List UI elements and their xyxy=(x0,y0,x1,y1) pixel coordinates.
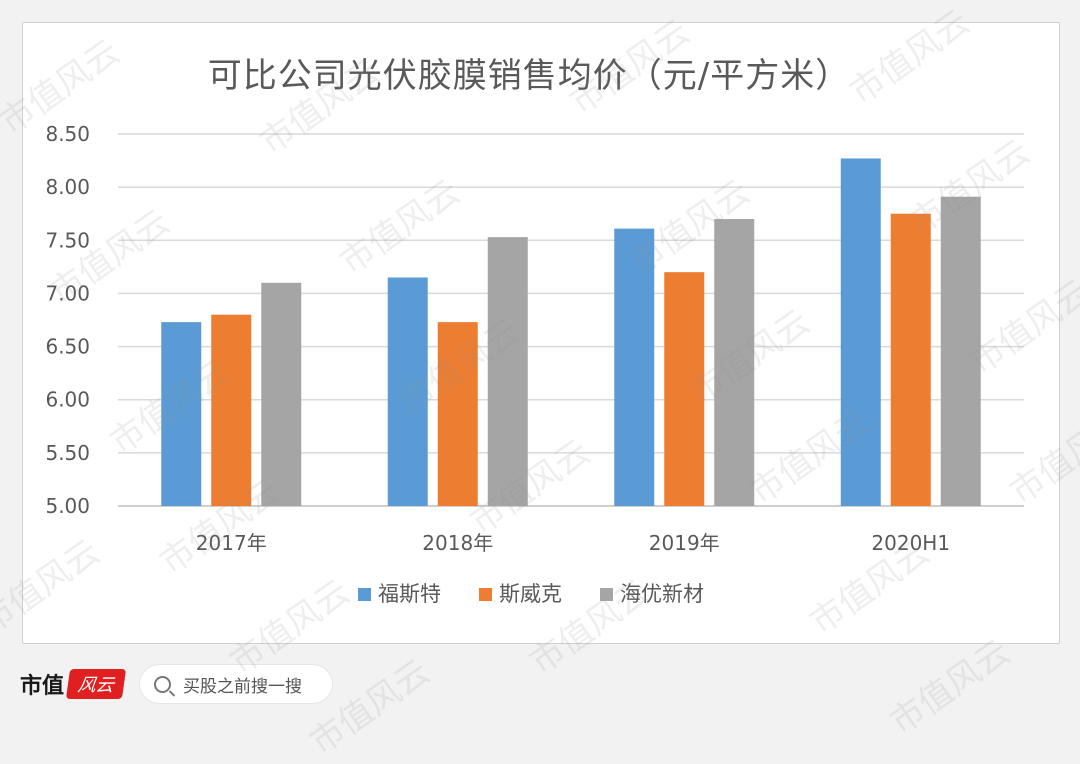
bar xyxy=(664,272,705,506)
bar xyxy=(614,228,655,506)
bar xyxy=(387,277,428,506)
y-tick-label: 8.00 xyxy=(45,175,90,199)
y-tick-label: 6.00 xyxy=(45,388,90,412)
brand-logo: 市值 风云 xyxy=(20,668,127,700)
bar xyxy=(890,213,931,506)
x-tick-label: 2020H1 xyxy=(871,531,950,555)
legend-label: 海优新材 xyxy=(620,582,704,606)
x-tick-label: 2018年 xyxy=(422,531,493,555)
legend-label: 斯威克 xyxy=(499,582,562,606)
legend-swatch xyxy=(600,588,613,601)
bar xyxy=(211,314,252,506)
brand-logo-mark: 风云 xyxy=(65,669,127,699)
y-tick-label: 5.50 xyxy=(45,441,90,465)
search-icon xyxy=(154,675,171,693)
bar xyxy=(261,282,302,506)
y-tick-label: 7.50 xyxy=(45,228,90,252)
y-tick-label: 7.00 xyxy=(45,281,90,305)
x-tick-label: 2019年 xyxy=(649,531,720,555)
legend-swatch xyxy=(479,588,492,601)
chart-title: 可比公司光伏胶膜销售均价（元/平方米） xyxy=(207,56,851,96)
search-box[interactable]: 买股之前搜一搜 xyxy=(140,665,332,703)
bar xyxy=(161,322,202,506)
x-tick-label: 2017年 xyxy=(196,531,267,555)
bar xyxy=(437,322,478,506)
y-tick-label: 6.50 xyxy=(45,335,90,359)
search-placeholder: 买股之前搜一搜 xyxy=(183,676,302,697)
bar xyxy=(714,219,755,506)
bar-chart: 5.00 5.50 6.00 6.50 7.00 7.50 8.00 8.50 2017年 201… xyxy=(45,122,1024,606)
legend-swatch xyxy=(358,588,371,601)
bar xyxy=(840,158,881,506)
bar xyxy=(940,196,981,507)
y-tick-label: 8.50 xyxy=(45,122,90,146)
legend-label: 福斯特 xyxy=(378,582,441,606)
y-tick-label: 5.00 xyxy=(45,494,90,518)
brand-text: 市值 xyxy=(20,674,65,699)
bar xyxy=(487,237,528,506)
